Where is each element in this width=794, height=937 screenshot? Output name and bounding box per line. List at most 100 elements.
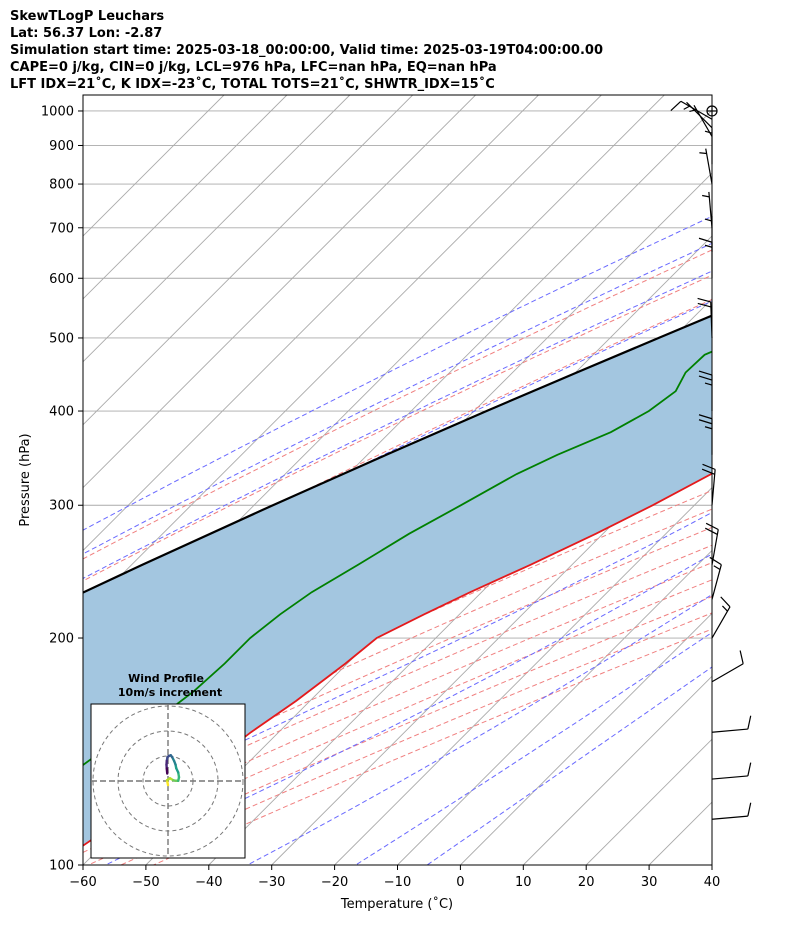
x-tick-label: 0: [456, 875, 464, 890]
wind-barb: [711, 802, 752, 820]
wind-barb: [711, 596, 731, 639]
barb-flag: [747, 802, 752, 817]
barb-flag: [713, 565, 721, 571]
isotherm: [83, 95, 225, 237]
barb-flag: [697, 302, 712, 308]
barb-staff: [711, 728, 748, 733]
x-tick-label: −50: [132, 875, 159, 890]
isotherm: [83, 95, 288, 300]
hodograph-subtitle: 10m/s increment: [118, 686, 222, 699]
stability-indices: LFT IDX=21˚C, K IDX=-23˚C, TOTAL TOTS=21…: [10, 77, 495, 92]
barb-staff: [693, 105, 713, 137]
y-tick-label: 800: [49, 178, 74, 193]
barb-staff: [711, 815, 748, 820]
y-tick-label: 1000: [41, 104, 74, 119]
dewpoint-line: [83, 350, 712, 767]
hodograph-title: Wind Profile: [128, 672, 204, 685]
temperature-line: [83, 472, 712, 847]
station-coordinates: Lat: 56.37 Lon: -2.87: [10, 26, 163, 41]
barb-staff: [711, 564, 722, 600]
dry-adiabat: [83, 249, 712, 560]
wind-barb: [711, 715, 752, 733]
isotherm: [711, 864, 712, 865]
isotherm: [83, 95, 665, 677]
isotherm: [397, 549, 712, 865]
y-axis-ticks: 100 200 300 400 500 600 700 800 900 1000: [41, 104, 83, 874]
x-tick-label: 10: [515, 875, 532, 890]
y-axis-label: Pressure (hPa): [18, 433, 33, 526]
isotherm: [83, 95, 414, 426]
isotherm: [83, 95, 476, 489]
moist-adiabat: [83, 270, 712, 580]
barb-staff: [711, 469, 716, 506]
barb-flag: [704, 382, 713, 386]
y-tick-label: 400: [49, 405, 74, 420]
barb-flag: [704, 130, 713, 134]
x-tick-label: 40: [704, 875, 721, 890]
barb-staff: [711, 775, 748, 780]
profile-series: [83, 314, 712, 847]
x-axis-ticks: −60 −50 −40 −30 −20 −10 0 10 20 30 40: [69, 865, 720, 890]
wind-barb: [699, 148, 713, 185]
x-tick-label: 20: [578, 875, 595, 890]
barb-flag: [722, 605, 728, 612]
isotherm: [775, 95, 794, 865]
y-tick-label: 700: [49, 221, 74, 236]
isotherm: [83, 95, 539, 552]
barb-flag: [704, 218, 713, 222]
barb-staff: [711, 663, 744, 683]
barb-flag: [747, 715, 752, 730]
chart-header: SkewTLogP Leuchars Lat: 56.37 Lon: -2.87…: [10, 8, 603, 93]
y-tick-label: 500: [49, 331, 74, 346]
barb-flag: [702, 194, 710, 198]
hodograph-trace: [165, 754, 181, 787]
barb-flag: [697, 297, 711, 303]
barb-flag: [705, 527, 718, 535]
barb-flag: [698, 237, 713, 243]
barb-staff: [705, 148, 713, 185]
isotherm: [83, 95, 351, 363]
barb-flag: [704, 426, 713, 430]
isotherm: [460, 612, 712, 865]
wind-barb: [711, 762, 752, 780]
barb-flag: [698, 370, 713, 376]
barb-flag: [698, 419, 713, 425]
barb-flag: [739, 650, 744, 664]
isotherm: [334, 486, 712, 865]
wind-barb: [689, 105, 713, 137]
x-tick-label: 30: [641, 875, 658, 890]
dry-adiabat: [83, 508, 712, 790]
wind-barb: [702, 191, 713, 228]
simulation-times: Simulation start time: 2025-03-18_00:00:…: [10, 43, 603, 58]
x-axis-label: Temperature (˚C): [340, 896, 453, 912]
y-tick-label: 200: [49, 632, 74, 647]
chart-title: SkewTLogP Leuchars: [10, 9, 165, 24]
barb-flag: [702, 463, 716, 470]
x-tick-label: −60: [69, 875, 96, 890]
x-tick-label: −40: [195, 875, 222, 890]
y-tick-label: 300: [49, 499, 74, 514]
x-tick-label: −30: [258, 875, 285, 890]
stability-parameters: CAPE=0 j/kg, CIN=0 j/kg, LCL=976 hPa, LF…: [10, 60, 497, 75]
barb-flag: [747, 762, 752, 777]
parcel-profile-line: [83, 314, 712, 594]
dry-adiabat: [83, 544, 712, 822]
barb-flag: [683, 105, 691, 110]
y-tick-label: 100: [49, 859, 74, 874]
wind-barb: [711, 650, 744, 683]
isotherm: [83, 95, 602, 615]
barb-flag: [704, 244, 713, 248]
barb-flag: [720, 596, 731, 608]
hodograph-segment: [165, 767, 169, 775]
y-tick-label: 600: [49, 272, 74, 287]
hodograph-inset: Wind Profile 10m/s increment: [90, 672, 246, 859]
barb-flag: [701, 468, 715, 475]
barb-flag: [670, 100, 682, 111]
x-tick-label: −10: [384, 875, 411, 890]
barb-staff: [711, 606, 731, 639]
y-tick-label: 900: [49, 139, 74, 154]
barb-flag: [698, 375, 713, 381]
isotherm: [522, 675, 712, 865]
wind-barb: [701, 463, 716, 506]
